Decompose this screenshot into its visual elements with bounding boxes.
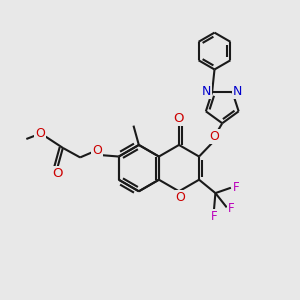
Text: O: O bbox=[210, 130, 220, 143]
Text: F: F bbox=[211, 210, 217, 223]
Text: O: O bbox=[176, 191, 185, 204]
Text: O: O bbox=[174, 112, 184, 125]
Text: O: O bbox=[52, 167, 63, 180]
Text: N: N bbox=[202, 85, 212, 98]
Text: F: F bbox=[232, 181, 239, 194]
Text: N: N bbox=[233, 85, 242, 98]
Text: O: O bbox=[92, 144, 102, 157]
Text: F: F bbox=[228, 202, 235, 215]
Text: O: O bbox=[35, 127, 45, 140]
